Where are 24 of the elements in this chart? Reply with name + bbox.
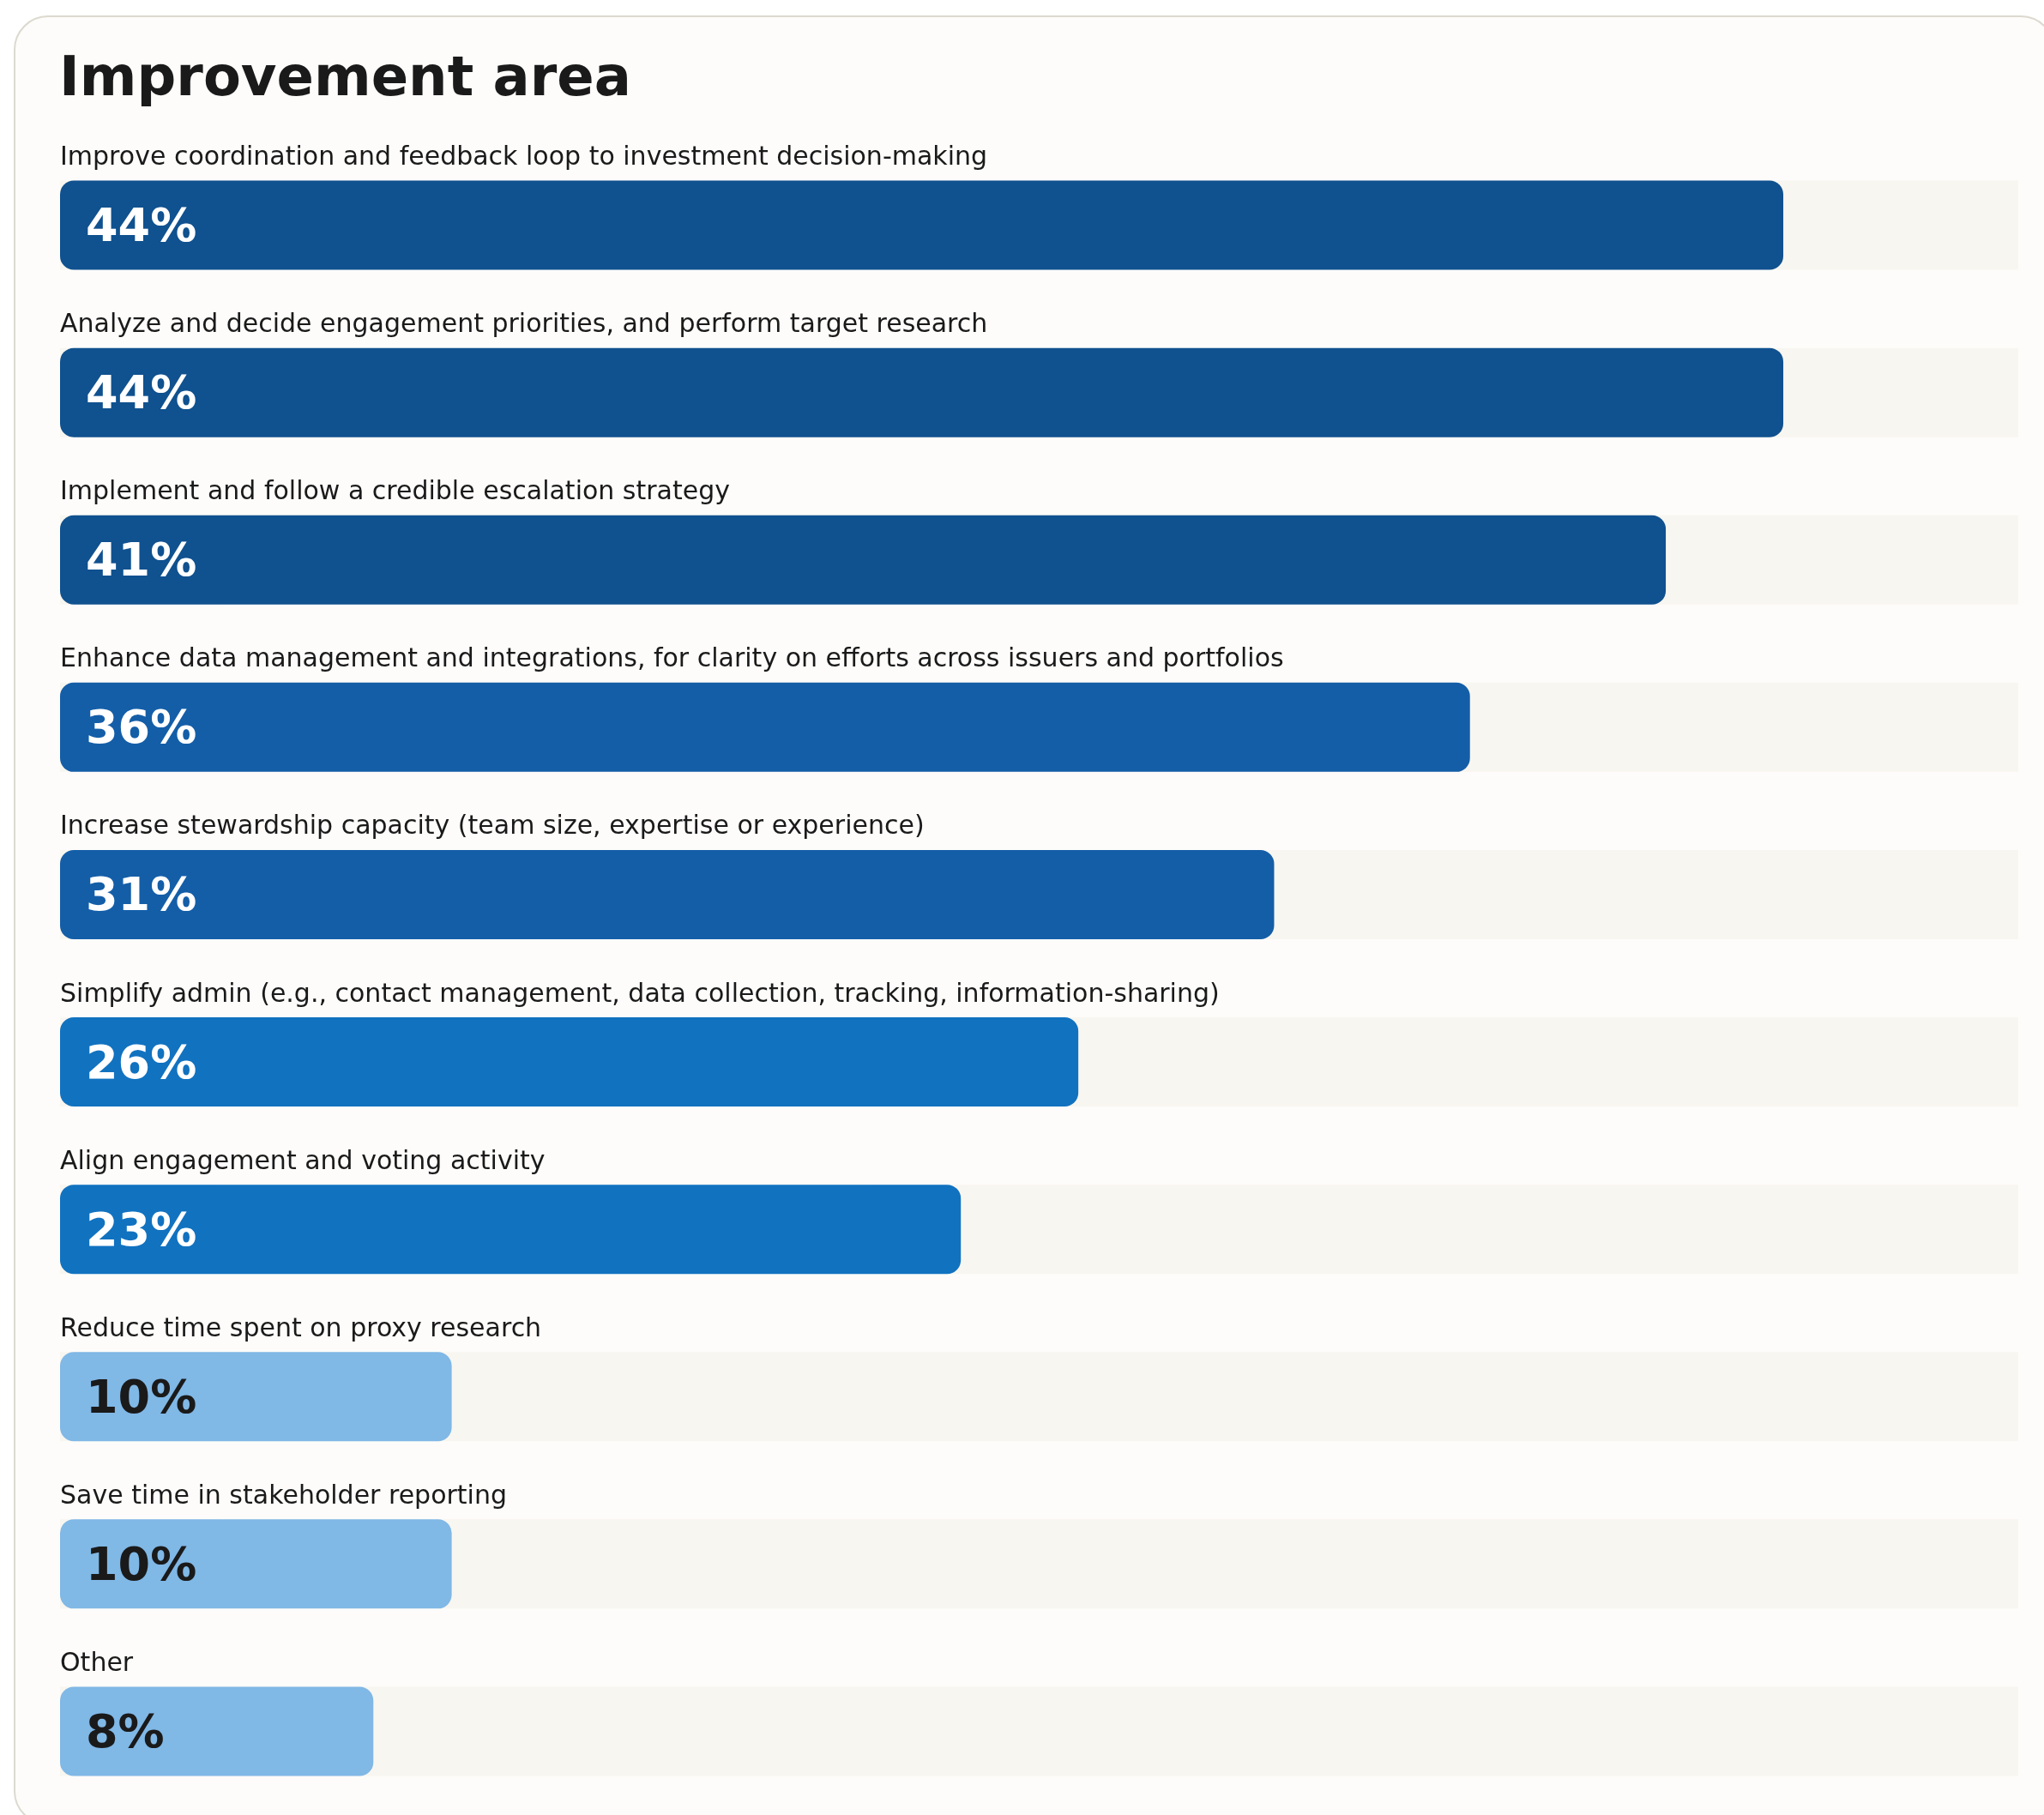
data-label: 41% bbox=[86, 533, 197, 588]
data-label: 10% bbox=[86, 1369, 197, 1424]
y-tick-label: Align engagement and voting activity bbox=[60, 1144, 546, 1175]
bar bbox=[60, 1519, 452, 1609]
data-label: 23% bbox=[86, 1202, 197, 1257]
y-tick-label: Save time in stakeholder reporting bbox=[60, 1479, 508, 1510]
y-tick-label: Other bbox=[60, 1646, 134, 1677]
bar bbox=[60, 1352, 452, 1442]
data-label: 44% bbox=[86, 198, 197, 253]
data-label: 8% bbox=[86, 1703, 165, 1758]
data-label: 36% bbox=[86, 700, 197, 755]
data-label: 26% bbox=[86, 1034, 197, 1089]
y-tick-label: Increase stewardship capacity (team size, expertise or experience) bbox=[60, 810, 925, 841]
y-tick-label: Reduce time spent on proxy research bbox=[60, 1312, 542, 1342]
bar bbox=[60, 1686, 374, 1776]
y-tick-label: Implement and follow a credible escalation strategy bbox=[60, 475, 730, 506]
y-tick-label: Improve coordination and feedback loop to investment decision-making bbox=[60, 141, 988, 172]
chart-title: Improvement area bbox=[59, 45, 631, 108]
y-tick-label: Simplify admin (e.g., contact management, data collection, tracking, information-sharing) bbox=[60, 977, 1220, 1008]
y-tick-label: Analyze and decide engagement priorities, and perform target research bbox=[60, 308, 988, 339]
data-label: 31% bbox=[86, 867, 197, 922]
data-label: 44% bbox=[86, 365, 197, 420]
data-label: 10% bbox=[86, 1536, 197, 1591]
y-tick-label: Enhance data management and integrations, for clarity on efforts across issuers and portfolios bbox=[60, 642, 1284, 673]
